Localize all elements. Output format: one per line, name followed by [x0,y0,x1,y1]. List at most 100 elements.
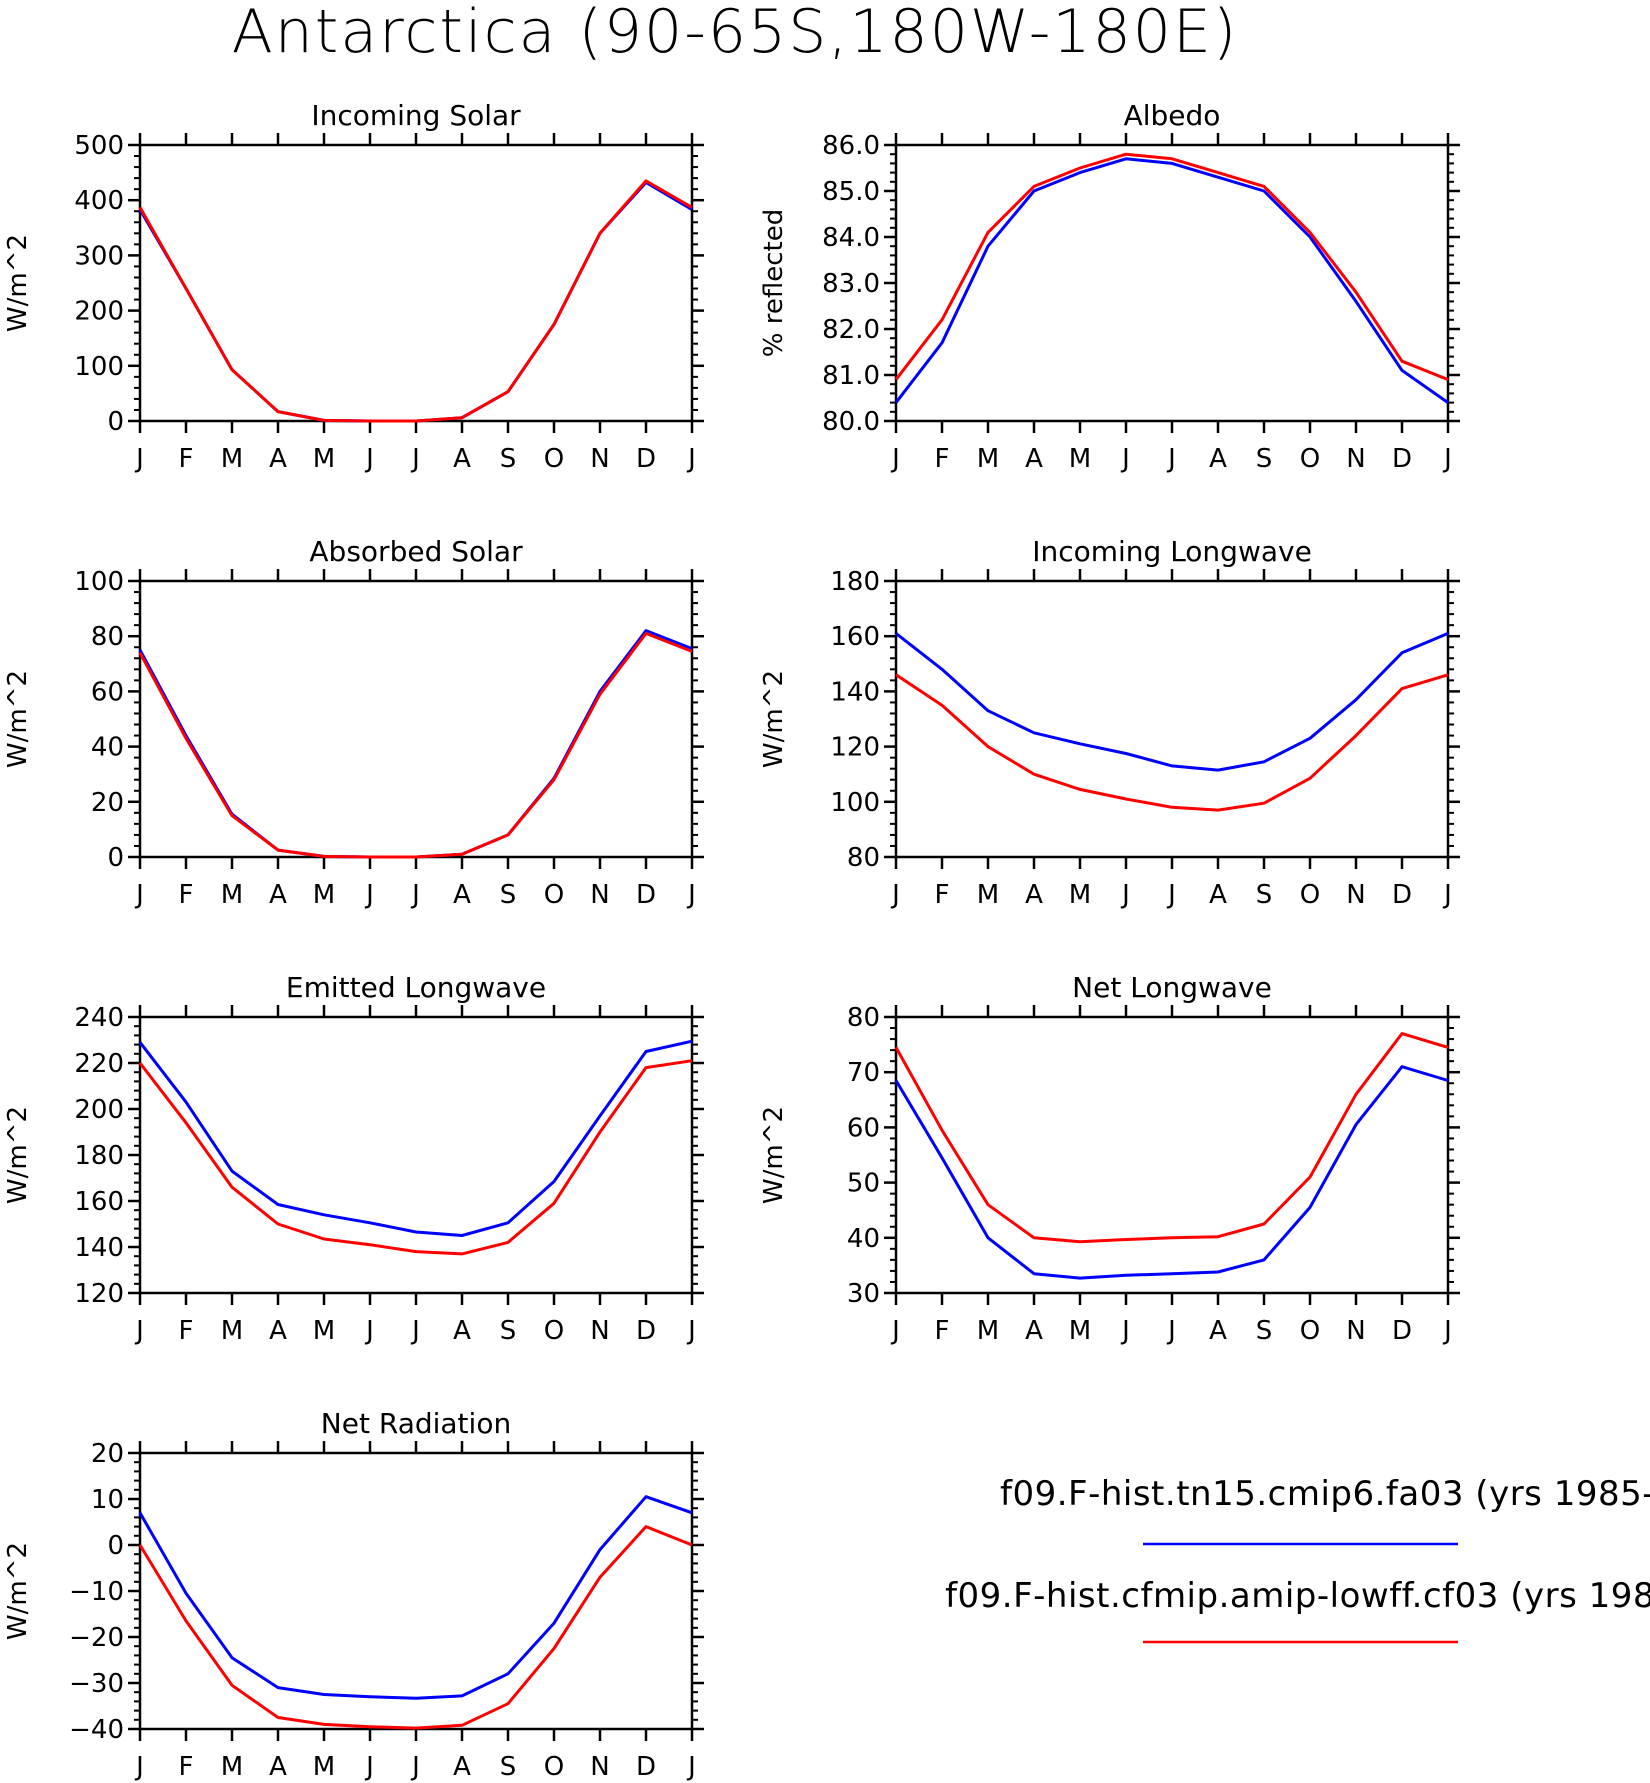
x-tick-label: F [935,444,950,474]
series-line-blue [138,1039,693,1237]
x-tick-label: S [1256,444,1273,474]
y-tick-label: 82.0 [822,315,880,345]
plot-frame [138,1451,694,1731]
x-tick-label: J [686,1316,696,1346]
x-tick-label: J [890,880,900,910]
y-axis-label: W/m^2 [3,1542,33,1640]
y-tick-label: 86.0 [822,131,880,161]
legend-label-1: f09.F-hist.tn15.cmip6.fa03 (yrs 1985- [1000,1474,1650,1514]
x-tick-label: J [134,880,144,910]
y-tick-label: −20 [69,1623,124,1653]
x-tick-label: J [1442,880,1452,910]
y-tick-label: 70 [847,1058,880,1088]
y-tick-label: 50 [847,1169,880,1199]
x-tick-label: O [1300,444,1320,474]
y-tick-label: 30 [847,1279,880,1309]
x-tick-label: O [544,444,564,474]
plot-frame [894,1015,1450,1295]
x-tick-label: M [221,1316,243,1346]
x-tick-label: M [1069,880,1091,910]
series-line-red [138,1525,693,1730]
x-tick-label: M [977,880,999,910]
x-tick-label: A [1209,1316,1227,1346]
y-tick-label: 220 [74,1049,124,1079]
x-tick-label: J [410,880,420,910]
x-tick-label: F [179,1316,194,1346]
x-tick-label: J [364,444,374,474]
x-tick-label: J [364,1752,374,1782]
x-tick-label: M [221,1752,243,1782]
x-tick-label: S [1256,1316,1273,1346]
y-tick-label: 0 [107,843,124,873]
panel-emitted-longwave: J F M A M J J A S O N D J120140160180200220240Emitte… [3,971,704,1346]
plot-frame [138,579,694,859]
y-tick-label: 83.0 [822,269,880,299]
plot-frame [138,143,694,423]
x-tick-label: D [636,880,656,910]
x-tick-label: J [134,444,144,474]
x-tick-label: J [890,444,900,474]
x-tick-label: O [544,880,564,910]
x-tick-label: S [1256,880,1273,910]
y-tick-label: 100 [74,352,124,382]
series-line-blue [138,1495,693,1700]
x-tick-label: D [636,1752,656,1782]
y-tick-label: 100 [830,788,880,818]
x-tick-label: J [410,444,420,474]
x-tick-label: N [1346,444,1365,474]
figure-title: Antarctica (90-65S,180W-180E) [232,0,1239,67]
x-tick-label: M [313,1316,335,1346]
y-tick-label: 40 [847,1224,880,1254]
x-tick-label: A [453,444,471,474]
x-tick-label: J [1120,880,1130,910]
legend: f09.F-hist.tn15.cmip6.fa03 (yrs 1985- f0… [945,1474,1650,1644]
x-tick-label: D [1392,880,1412,910]
x-tick-label: N [590,1316,609,1346]
y-tick-label: 80 [847,1003,880,1033]
y-tick-label: 0 [107,1531,124,1561]
x-tick-label: J [1166,1316,1176,1346]
x-tick-label: N [590,880,609,910]
y-tick-label: 120 [74,1279,124,1309]
series-line-red [138,631,693,859]
panel-title: Albedo [1124,99,1221,132]
y-tick-label: 240 [74,1003,124,1033]
y-tick-label: −10 [69,1577,124,1607]
y-tick-label: 140 [74,1233,124,1263]
series-line-red [138,179,693,423]
x-tick-label: J [364,1316,374,1346]
y-axis-label: W/m^2 [759,1106,789,1204]
y-tick-label: 160 [74,1187,124,1217]
x-tick-label: F [179,1752,194,1782]
x-tick-label: J [686,1752,696,1782]
x-tick-label: J [1166,880,1176,910]
x-tick-label: A [1209,444,1227,474]
y-axis-label: W/m^2 [759,670,789,768]
y-tick-label: 160 [830,622,880,652]
x-tick-label: D [1392,444,1412,474]
y-tick-label: −30 [69,1669,124,1699]
y-tick-label: 120 [830,733,880,763]
y-tick-label: 400 [74,186,124,216]
x-tick-label: M [313,444,335,474]
x-tick-label: A [453,880,471,910]
y-tick-label: 100 [74,567,124,597]
x-tick-label: S [500,1752,517,1782]
y-axis-label: W/m^2 [3,1106,33,1204]
y-tick-label: 40 [91,733,124,763]
x-tick-label: N [1346,880,1365,910]
y-tick-label: 10 [91,1485,124,1515]
y-tick-label: 20 [91,788,124,818]
x-tick-label: F [935,880,950,910]
y-axis-label: W/m^2 [3,670,33,768]
y-tick-label: 200 [74,297,124,327]
y-tick-label: 81.0 [822,361,880,391]
y-axis-label: W/m^2 [3,234,33,332]
x-tick-label: N [590,1752,609,1782]
x-tick-label: J [1442,444,1452,474]
series-line-red [894,152,1449,381]
y-tick-label: −40 [69,1715,124,1745]
